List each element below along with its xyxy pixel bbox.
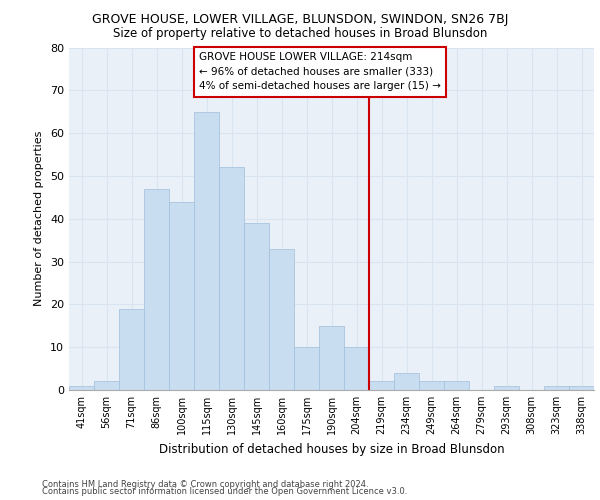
Bar — [144, 189, 169, 390]
Bar — [69, 386, 94, 390]
Bar — [169, 202, 194, 390]
Bar — [294, 347, 319, 390]
Bar — [269, 248, 294, 390]
Text: GROVE HOUSE, LOWER VILLAGE, BLUNSDON, SWINDON, SN26 7BJ: GROVE HOUSE, LOWER VILLAGE, BLUNSDON, SW… — [92, 12, 508, 26]
Bar — [369, 382, 394, 390]
Bar — [319, 326, 344, 390]
Bar — [194, 112, 219, 390]
Bar — [569, 386, 594, 390]
Text: Contains HM Land Registry data © Crown copyright and database right 2024.: Contains HM Land Registry data © Crown c… — [42, 480, 368, 489]
Text: Contains public sector information licensed under the Open Government Licence v3: Contains public sector information licen… — [42, 488, 407, 496]
Bar — [219, 168, 244, 390]
Bar — [544, 386, 569, 390]
Bar — [94, 382, 119, 390]
Y-axis label: Number of detached properties: Number of detached properties — [34, 131, 44, 306]
Bar — [394, 373, 419, 390]
Bar — [444, 382, 469, 390]
Bar — [344, 347, 369, 390]
X-axis label: Distribution of detached houses by size in Broad Blunsdon: Distribution of detached houses by size … — [158, 442, 505, 456]
Bar — [244, 223, 269, 390]
Bar — [119, 308, 144, 390]
Text: Size of property relative to detached houses in Broad Blunsdon: Size of property relative to detached ho… — [113, 28, 487, 40]
Text: GROVE HOUSE LOWER VILLAGE: 214sqm
← 96% of detached houses are smaller (333)
4% : GROVE HOUSE LOWER VILLAGE: 214sqm ← 96% … — [199, 52, 441, 92]
Bar — [419, 382, 444, 390]
Bar — [494, 386, 519, 390]
